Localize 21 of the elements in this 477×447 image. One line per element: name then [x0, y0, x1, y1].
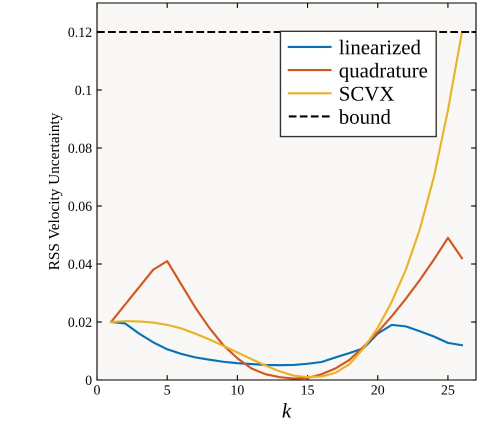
line-series — [110, 30, 464, 378]
y-tick-label: 0.04 — [68, 260, 92, 270]
x-tick-label: 0 — [94, 385, 100, 395]
x-tick-label: 10 — [232, 385, 244, 395]
y-tick-label: 0.1 — [75, 86, 92, 96]
legend-label: linearized — [339, 40, 421, 54]
y-tick-label: 0.06 — [68, 202, 92, 212]
legend-label: SCVX — [340, 86, 394, 101]
x-tick-label: 15 — [302, 385, 314, 395]
y-tick-label: 0.12 — [68, 28, 92, 38]
x-tick-label: 25 — [442, 385, 454, 395]
y-tick-label: 0 — [86, 376, 92, 385]
legend-label: quadrature — [340, 62, 428, 82]
x-tick-label: 20 — [371, 385, 384, 395]
y-axis-title: RSS Velocity Uncertainty — [48, 112, 62, 270]
y-tick-label: 0.02 — [68, 318, 92, 328]
y-tick-label: 0.08 — [68, 144, 92, 154]
line-series — [110, 236, 464, 380]
x-tick-label: 5 — [164, 385, 170, 395]
legend-label: bound — [338, 109, 391, 124]
x-axis-title: k — [282, 403, 292, 418]
